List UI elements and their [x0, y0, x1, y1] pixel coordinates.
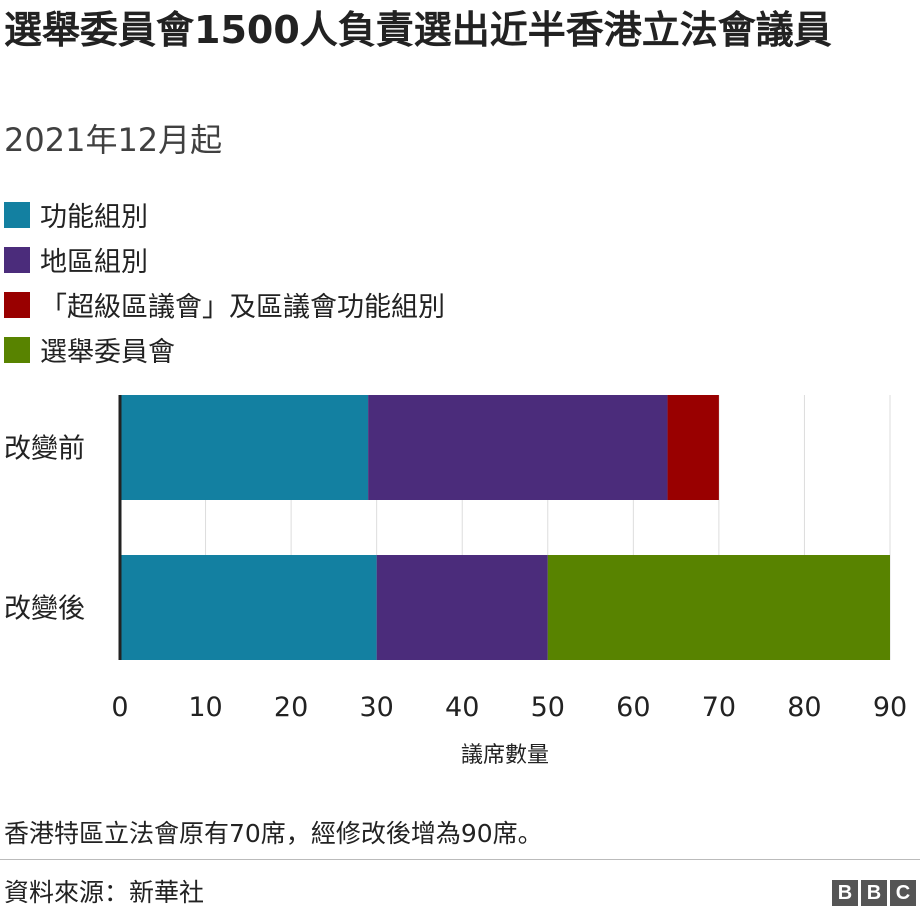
- category-label: 改變前: [4, 434, 85, 465]
- chart-subtitle: 2021年12月起: [4, 121, 223, 159]
- legend-item-election-committee: 選舉委員會: [4, 327, 445, 372]
- bar-segment: [120, 555, 377, 660]
- legend-swatch: [4, 336, 30, 363]
- x-tick-label: 80: [787, 692, 821, 723]
- legend: 功能組別 地區組別 「超級區議會」及區議會功能組別 選舉委員會: [4, 192, 445, 372]
- legend-label: 地區組別: [40, 247, 148, 278]
- x-tick-label: 70: [702, 692, 736, 723]
- legend-label: 選舉委員會: [40, 337, 175, 368]
- bbc-logo-letter: B: [832, 880, 858, 906]
- chart-title: 選舉委員會1500人負責選出近半香港立法會議員: [4, 8, 832, 52]
- x-tick-label: 20: [274, 692, 308, 723]
- bar-segment: [667, 395, 719, 500]
- x-tick-label: 30: [359, 692, 393, 723]
- legend-item-geographical: 地區組別: [4, 237, 445, 282]
- legend-item-district-council: 「超級區議會」及區議會功能組別: [4, 282, 445, 327]
- legend-swatch: [4, 246, 30, 273]
- legend-swatch: [4, 291, 30, 318]
- bbc-logo-letter: B: [861, 880, 887, 906]
- x-axis-label: 議席數量: [461, 743, 549, 768]
- legend-label: 功能組別: [40, 202, 148, 233]
- bbc-logo: B B C: [832, 880, 916, 906]
- category-label: 改變後: [4, 594, 85, 625]
- x-tick-label: 90: [873, 692, 907, 723]
- bar-segment: [547, 555, 890, 660]
- bar-segment: [376, 555, 548, 660]
- bar-segment: [120, 395, 369, 500]
- legend-item-functional: 功能組別: [4, 192, 445, 237]
- x-tick-label: 60: [616, 692, 650, 723]
- source-credit: 資料來源：新華社: [4, 878, 205, 907]
- x-tick-label: 10: [188, 692, 222, 723]
- x-tick-label: 40: [445, 692, 479, 723]
- x-tick-label: 0: [111, 692, 128, 723]
- footnote: 香港特區立法會原有70席，經修改後增為90席。: [4, 819, 543, 848]
- x-tick-label: 50: [531, 692, 565, 723]
- footer-divider: [0, 859, 920, 860]
- legend-label: 「超級區議會」及區議會功能組別: [40, 292, 445, 323]
- bar-segment: [368, 395, 668, 500]
- legend-swatch: [4, 201, 30, 228]
- bbc-logo-letter: C: [890, 880, 916, 906]
